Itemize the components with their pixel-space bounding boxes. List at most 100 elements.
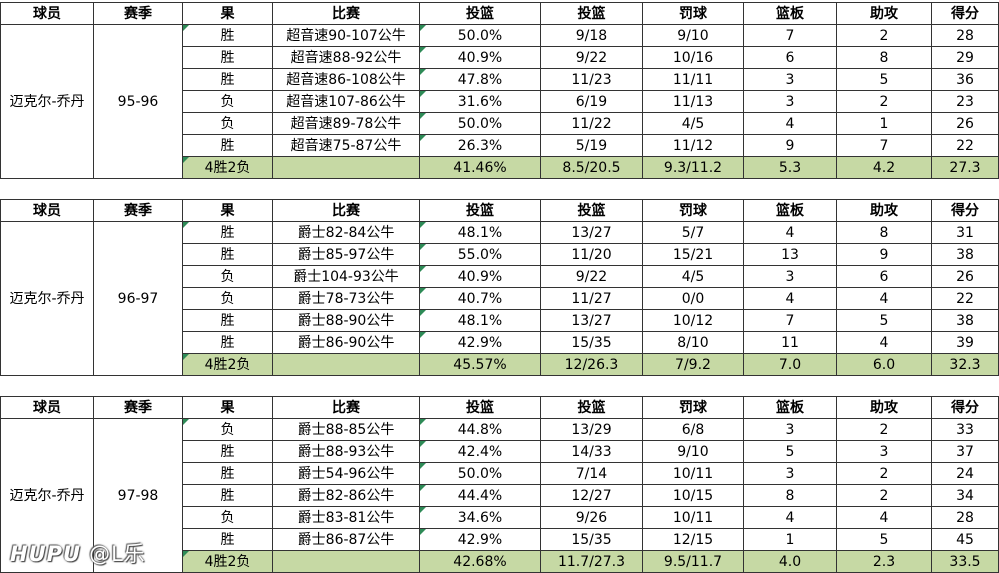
game-cell: 爵士78-73公牛 [272,287,420,310]
ft-cell: 5/7 [642,221,744,244]
game-cell: 超音速88-92公牛 [272,46,420,69]
ast-cell: 1 [836,112,932,135]
ast-cell: 3 [836,440,932,463]
game-cell: 爵士85-97公牛 [272,243,420,266]
fg-cell: 9/26 [540,506,643,529]
header-reb: 篮板 [743,396,837,419]
ft-cell: 8/10 [642,331,744,354]
ft-cell: 11/12 [642,134,744,157]
reb-cell: 6 [743,46,837,69]
pts-cell: 34 [931,484,999,507]
result-cell: 胜 [182,68,273,91]
pts-cell: 23 [931,90,999,113]
game-cell: 超音速90-107公牛 [272,24,420,47]
header-pts: 得分 [931,199,999,222]
result-cell: 胜 [182,46,273,69]
header-player: 球员 [0,2,94,25]
game-cell: 爵士88-93公牛 [272,440,420,463]
reb-cell: 8 [743,484,837,507]
game-row: 胜爵士86-87公牛 42.9% 15/35 12/15 1 5 45 [1,528,999,551]
header-ft: 罚球 [642,396,744,419]
reb-cell: 9 [743,134,837,157]
pts-cell: 45 [931,528,999,551]
game-cell: 爵士82-86公牛 [272,484,420,507]
player-cell: 迈克尔-乔丹 [0,24,94,179]
ast-cell: 4 [836,287,932,310]
header-fg-pct: 投篮 [419,396,541,419]
summary-ast: 2.3 [836,550,932,573]
summary-fg: 12/26.3 [540,353,643,376]
summary-pts: 27.3 [931,156,999,179]
ft-cell: 10/12 [642,309,744,332]
pts-cell: 38 [931,243,999,266]
header-season: 赛季 [93,199,183,222]
fg-pct-cell: 42.9% [419,528,541,551]
reb-cell: 4 [743,287,837,310]
game-row: 负爵士104-93公牛 40.9% 9/22 4/5 3 6 26 [1,265,999,288]
ft-cell: 15/21 [642,243,744,266]
ast-cell: 9 [836,243,932,266]
result-cell: 胜 [182,24,273,47]
header-season: 赛季 [93,396,183,419]
fg-cell: 13/27 [540,221,643,244]
summary-fg: 11.7/27.3 [540,550,643,573]
fg-cell: 6/19 [540,90,643,113]
fg-cell: 11/27 [540,287,643,310]
reb-cell: 5 [743,440,837,463]
fg-cell: 15/35 [540,331,643,354]
header-result: 果 [182,396,273,419]
fg-cell: 12/27 [540,484,643,507]
game-row: 负超音速107-86公牛 31.6% 6/19 11/13 3 2 23 [1,90,999,113]
header-game: 比赛 [272,2,420,25]
pts-cell: 31 [931,221,999,244]
fg-cell: 5/19 [540,134,643,157]
header-ft: 罚球 [642,2,744,25]
watermark-brand: HUPU [10,542,82,566]
header-row: 球员 赛季果比赛 投篮 投篮 罚球 篮板 助攻 得分 [0,2,999,25]
header-ast: 助攻 [836,396,932,419]
game-cell: 爵士88-85公牛 [272,418,420,441]
ft-cell: 12/15 [642,528,744,551]
game-cell: 爵士86-90公牛 [272,331,420,354]
season-cell: 96-97 [93,221,183,376]
reb-cell: 3 [743,90,837,113]
header-ast: 助攻 [836,199,932,222]
result-cell: 胜 [182,243,273,266]
header-fg: 投篮 [540,396,643,419]
game-row: 胜爵士86-90公牛 42.9% 15/35 8/10 11 4 39 [1,331,999,354]
header-ast: 助攻 [836,2,932,25]
pts-cell: 24 [931,462,999,485]
pts-cell: 26 [931,265,999,288]
reb-cell: 4 [743,506,837,529]
game-row: 迈克尔-乔丹 96-97 胜爵士82-84公牛 48.1% 13/27 5/7 4 8 31 [0,221,999,376]
reb-cell: 4 [743,112,837,135]
result-cell: 胜 [182,440,273,463]
fg-pct-cell: 34.6% [419,506,541,529]
header-game: 比赛 [272,396,420,419]
game-row: 胜超音速86-108公牛 47.8% 11/23 11/11 3 5 36 [1,68,999,91]
result-cell: 胜 [182,462,273,485]
pts-cell: 38 [931,309,999,332]
summary-game [272,156,420,179]
ast-cell: 2 [836,484,932,507]
player-cell: 迈克尔-乔丹 [0,221,94,376]
fg-cell: 11/23 [540,68,643,91]
fg-cell: 13/27 [540,309,643,332]
summary-result: 4胜2负 [182,353,273,376]
ast-cell: 8 [836,221,932,244]
summary-fg-pct: 45.57% [419,353,541,376]
header-reb: 篮板 [743,2,837,25]
header-season: 赛季 [93,2,183,25]
fg-pct-cell: 40.9% [419,265,541,288]
summary-ft: 7/9.2 [642,353,744,376]
ft-cell: 11/11 [642,68,744,91]
fg-pct-cell: 40.7% [419,287,541,310]
ft-cell: 9/10 [642,440,744,463]
header-fg: 投篮 [540,199,643,222]
ast-cell: 2 [836,24,932,47]
fg-cell: 7/14 [540,462,643,485]
summary-pts: 33.5 [931,550,999,573]
ft-cell: 6/8 [642,418,744,441]
fg-cell: 11/22 [540,112,643,135]
fg-cell: 9/18 [540,24,643,47]
